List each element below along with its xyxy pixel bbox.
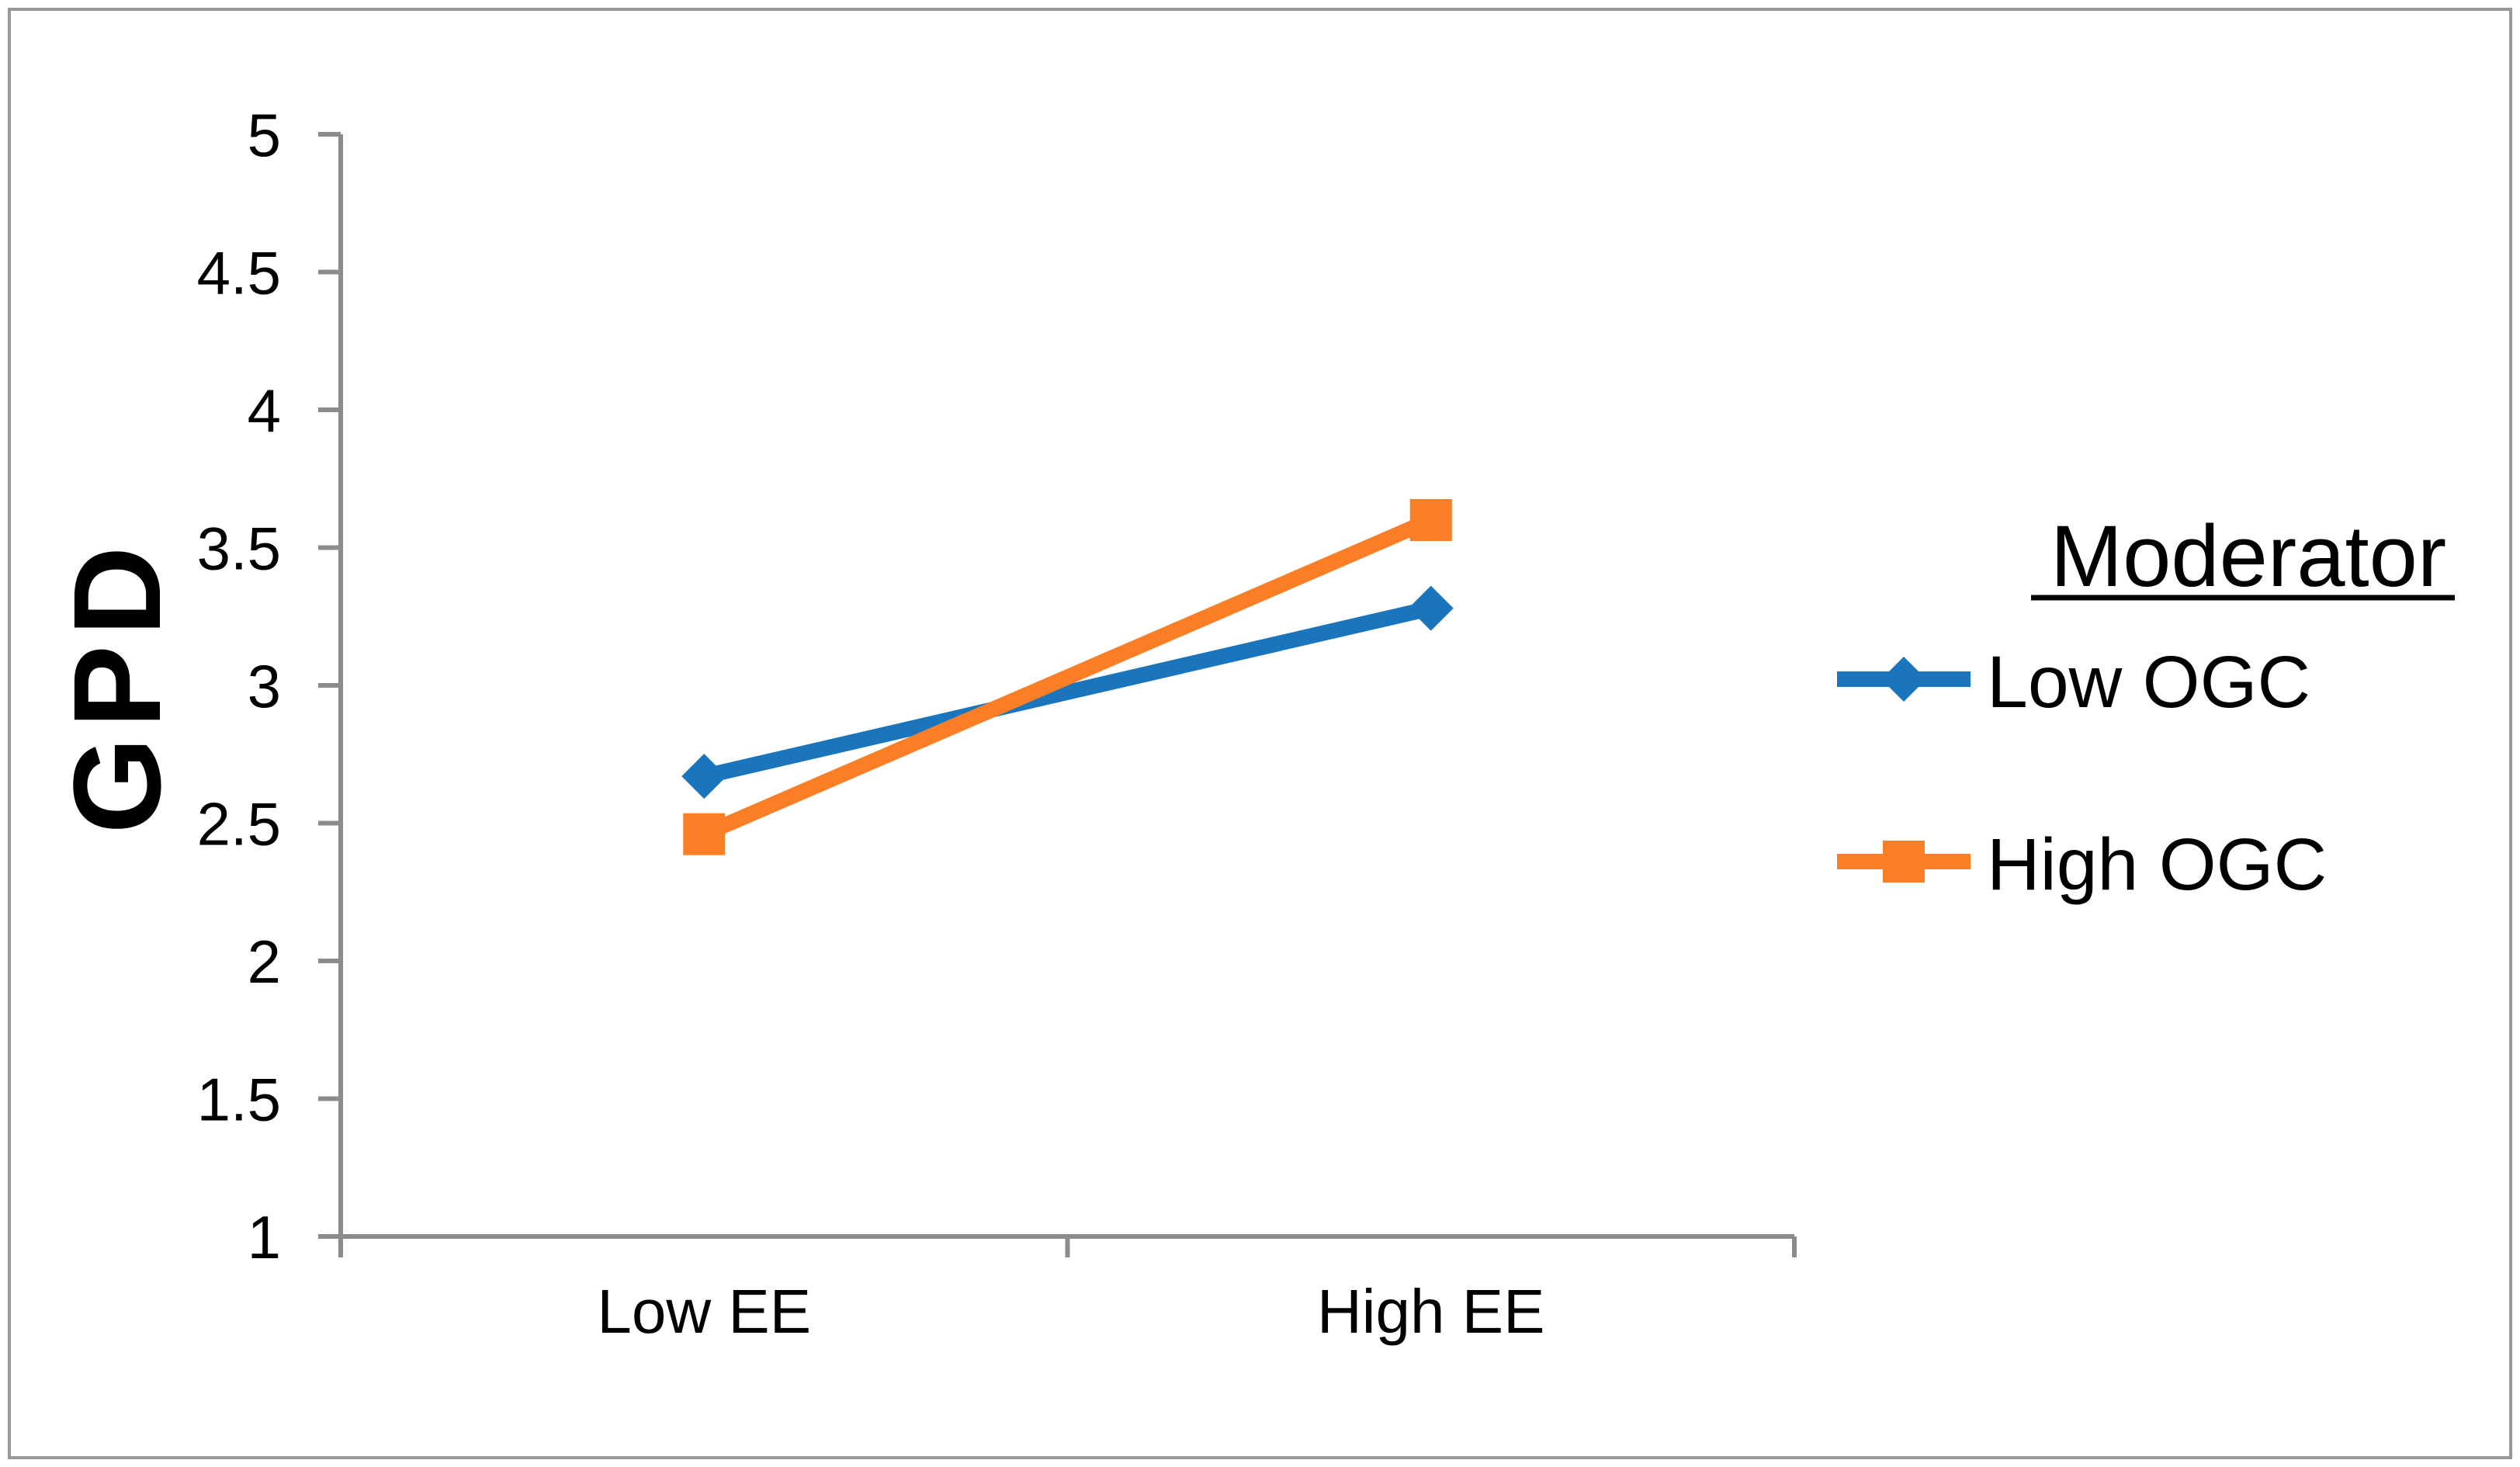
y-axis-tick-label: 4.5 (197, 239, 281, 307)
y-axis-tick-label: 1.5 (197, 1066, 281, 1134)
y-axis-tick-label: 5 (248, 101, 281, 169)
series-line (701, 512, 1434, 841)
y-axis-title: GPD (47, 537, 186, 834)
x-axis-category-label: Low EE (597, 1277, 811, 1346)
legend-item-label: High OGC (1987, 824, 2327, 906)
legend-title: Moderator (2050, 508, 2446, 605)
legend-swatch-marker (1881, 657, 1926, 702)
y-axis-tick-label: 1 (248, 1203, 281, 1271)
figure-border (8, 8, 2512, 1459)
y-axis-tick-label: 2.5 (197, 790, 281, 858)
y-axis-tick-label: 3 (248, 652, 281, 720)
legend: Moderator Low OGC High OGC (1837, 508, 2455, 906)
data-point-marker (683, 813, 726, 855)
data-point-marker (681, 754, 727, 799)
y-axis-tick-label: 3.5 (197, 515, 281, 583)
series-line (702, 600, 1433, 784)
data-point-marker (1408, 585, 1454, 631)
y-axis-tick-label: 4 (248, 376, 281, 445)
axes: 5 4.5 4 3.5 3 2.5 2 1.5 1 Low EE High EE GPD (47, 101, 1797, 1346)
y-axis-tick-label: 2 (248, 928, 281, 996)
legend-item-label: Low OGC (1987, 641, 2310, 723)
data-point-marker (1409, 499, 1452, 541)
series-low-ogc (681, 585, 1454, 799)
legend-swatch-marker (1883, 841, 1925, 883)
x-axis-category-label: High EE (1317, 1277, 1544, 1346)
legend-item-low-ogc: Low OGC (1837, 641, 2310, 723)
series-high-ogc (683, 499, 1452, 855)
legend-item-high-ogc: High OGC (1837, 824, 2327, 906)
